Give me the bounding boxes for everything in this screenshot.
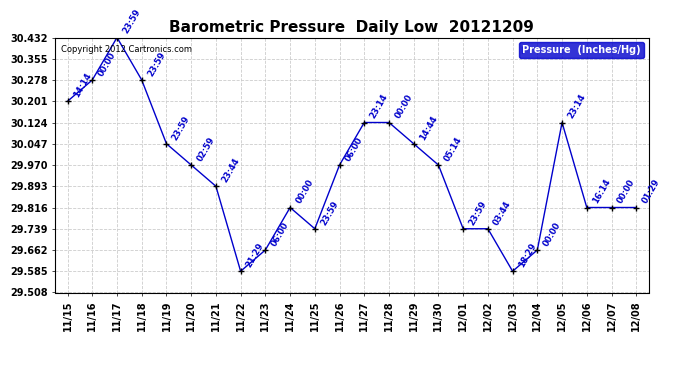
Text: 16:14: 16:14 xyxy=(591,177,612,206)
Text: 06:00: 06:00 xyxy=(270,220,290,248)
Text: 03:44: 03:44 xyxy=(492,199,513,226)
Text: 01:29: 01:29 xyxy=(640,178,662,206)
Text: 00:00: 00:00 xyxy=(615,178,637,206)
Text: 23:14: 23:14 xyxy=(368,93,390,120)
Text: 06:00: 06:00 xyxy=(344,135,365,163)
Text: 05:14: 05:14 xyxy=(442,135,464,163)
Text: 21:29: 21:29 xyxy=(245,242,266,269)
Text: 23:14: 23:14 xyxy=(566,93,587,120)
Text: 23:59: 23:59 xyxy=(467,199,489,226)
Title: Barometric Pressure  Daily Low  20121209: Barometric Pressure Daily Low 20121209 xyxy=(170,20,534,35)
Text: 23:59: 23:59 xyxy=(121,8,142,35)
Text: 00:00: 00:00 xyxy=(97,51,117,78)
Text: 14:44: 14:44 xyxy=(418,114,439,142)
Text: 23:59: 23:59 xyxy=(170,114,192,142)
Text: 00:00: 00:00 xyxy=(294,178,315,206)
Text: 14:14: 14:14 xyxy=(72,71,93,99)
Text: 23:59: 23:59 xyxy=(146,50,167,78)
Text: Copyright 2012 Cartronics.com: Copyright 2012 Cartronics.com xyxy=(61,45,192,54)
Text: 23:59: 23:59 xyxy=(319,199,340,226)
Legend: Pressure  (Inches/Hg): Pressure (Inches/Hg) xyxy=(520,42,644,58)
Text: 18:29: 18:29 xyxy=(517,242,538,269)
Text: 00:00: 00:00 xyxy=(393,93,414,120)
Text: 00:00: 00:00 xyxy=(542,220,562,248)
Text: 23:44: 23:44 xyxy=(220,156,242,184)
Text: 02:59: 02:59 xyxy=(195,135,217,163)
